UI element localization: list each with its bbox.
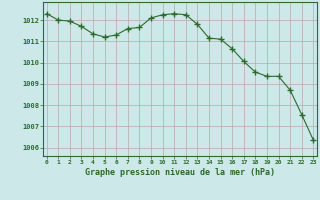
X-axis label: Graphe pression niveau de la mer (hPa): Graphe pression niveau de la mer (hPa) [85,168,275,177]
